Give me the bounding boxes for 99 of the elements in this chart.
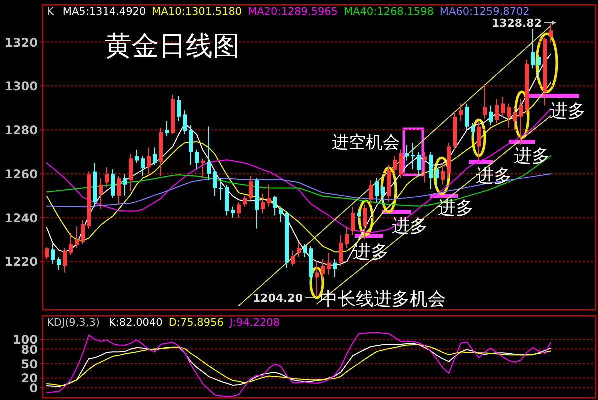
candlestick xyxy=(531,28,535,70)
candlestick xyxy=(189,125,193,166)
candlestick xyxy=(129,154,133,192)
candlestick xyxy=(243,195,247,208)
candlestick xyxy=(273,195,277,216)
candlestick xyxy=(411,142,415,170)
candlestick xyxy=(297,241,301,258)
candlestick xyxy=(507,103,511,128)
annotation: 进多 xyxy=(438,198,474,219)
candlestick xyxy=(141,156,145,177)
y-tick-label: 1260 xyxy=(4,167,38,182)
y-tick-label: 1220 xyxy=(4,255,38,270)
candlestick xyxy=(417,152,421,177)
candlestick xyxy=(267,184,271,208)
candlestick xyxy=(99,178,103,210)
candlestick xyxy=(117,176,121,206)
candlestick xyxy=(423,152,427,184)
candlestick xyxy=(405,144,409,162)
annotation: 进多 xyxy=(550,101,586,122)
candlestick xyxy=(105,166,109,188)
annotation: 中长线进多机会 xyxy=(320,289,446,310)
line-series xyxy=(46,332,552,398)
candlestick xyxy=(321,259,325,280)
candlestick xyxy=(549,22,553,43)
text: MA40:1268.1598 xyxy=(344,6,434,18)
annotation: 1204.20 xyxy=(252,292,304,305)
candlestick xyxy=(291,250,295,267)
text: MA5:1314.4920 xyxy=(62,6,146,18)
candlestick xyxy=(201,158,205,179)
text: MA20:1289.5965 xyxy=(248,6,338,18)
y-tick-label: 1320 xyxy=(4,36,38,50)
candlestick xyxy=(537,54,541,78)
candlestick xyxy=(45,246,49,260)
candlestick xyxy=(441,162,445,186)
y-tick-label: 1240 xyxy=(4,211,38,226)
candlestick xyxy=(111,169,115,199)
candlestick xyxy=(471,122,475,140)
candlestick xyxy=(123,173,127,196)
candlestick xyxy=(69,232,73,256)
candlestick xyxy=(489,105,493,126)
candlestick xyxy=(513,108,517,131)
candlestick xyxy=(327,252,331,276)
annotation: 1328.82 xyxy=(492,17,542,30)
candlestick xyxy=(363,204,367,240)
candlestick xyxy=(261,193,265,214)
line-series xyxy=(46,108,552,234)
candlestick xyxy=(399,149,403,179)
candlestick xyxy=(213,169,217,196)
text: MA60:1259.8702 xyxy=(440,6,530,18)
y-tick-label: 1280 xyxy=(4,124,38,138)
candlestick xyxy=(333,259,337,278)
candlestick xyxy=(477,120,481,162)
candlestick xyxy=(435,166,439,188)
candlestick xyxy=(339,234,343,267)
candlestick xyxy=(207,126,211,182)
annotation: KDJ(9,3,3) xyxy=(47,317,100,329)
text: J:94.2208 xyxy=(228,317,280,329)
candlestick xyxy=(57,256,61,272)
candlestick xyxy=(195,149,199,170)
candlestick xyxy=(357,208,361,221)
candlestick xyxy=(429,152,433,190)
candlestick xyxy=(483,83,487,120)
candlestick xyxy=(495,98,499,124)
candlestick xyxy=(351,206,355,236)
text: 黄金日线图 xyxy=(105,31,240,62)
candlestick xyxy=(519,98,523,146)
annotation: 进多 xyxy=(514,146,550,167)
candlestick xyxy=(231,206,235,218)
candlestick xyxy=(147,147,151,174)
y-tick-label: 0 xyxy=(30,381,38,396)
candlestick xyxy=(153,147,157,166)
candlestick xyxy=(249,176,253,201)
candlestick xyxy=(51,244,55,264)
series-label: D:75.8956 xyxy=(168,317,224,329)
annotation: K xyxy=(47,6,55,18)
annotation: 进空机会 xyxy=(332,133,400,153)
text: MA10:1301.5180 xyxy=(152,6,242,18)
candlestick xyxy=(315,261,319,297)
candlestick xyxy=(177,96,181,122)
candlestick xyxy=(183,110,187,135)
y-tick-label: 1300 xyxy=(4,80,38,94)
candlestick xyxy=(63,248,67,274)
candlestick xyxy=(165,120,169,138)
candlestick xyxy=(219,178,223,201)
candlestick xyxy=(459,103,463,122)
candlestick xyxy=(81,220,85,245)
candlestick xyxy=(237,202,241,218)
candlestick xyxy=(375,178,379,203)
candlestick xyxy=(345,226,349,250)
candlestick xyxy=(75,226,79,250)
candlestick xyxy=(369,180,373,206)
candlestick xyxy=(303,244,307,258)
y-tick-label: 80 xyxy=(21,342,38,357)
candlestick xyxy=(135,149,139,164)
candlestick xyxy=(465,103,469,131)
candlestick xyxy=(279,206,283,223)
y-tick-label: 50 xyxy=(21,357,38,372)
series-label: K:82.0040 xyxy=(108,317,163,329)
candlestick xyxy=(501,96,505,118)
